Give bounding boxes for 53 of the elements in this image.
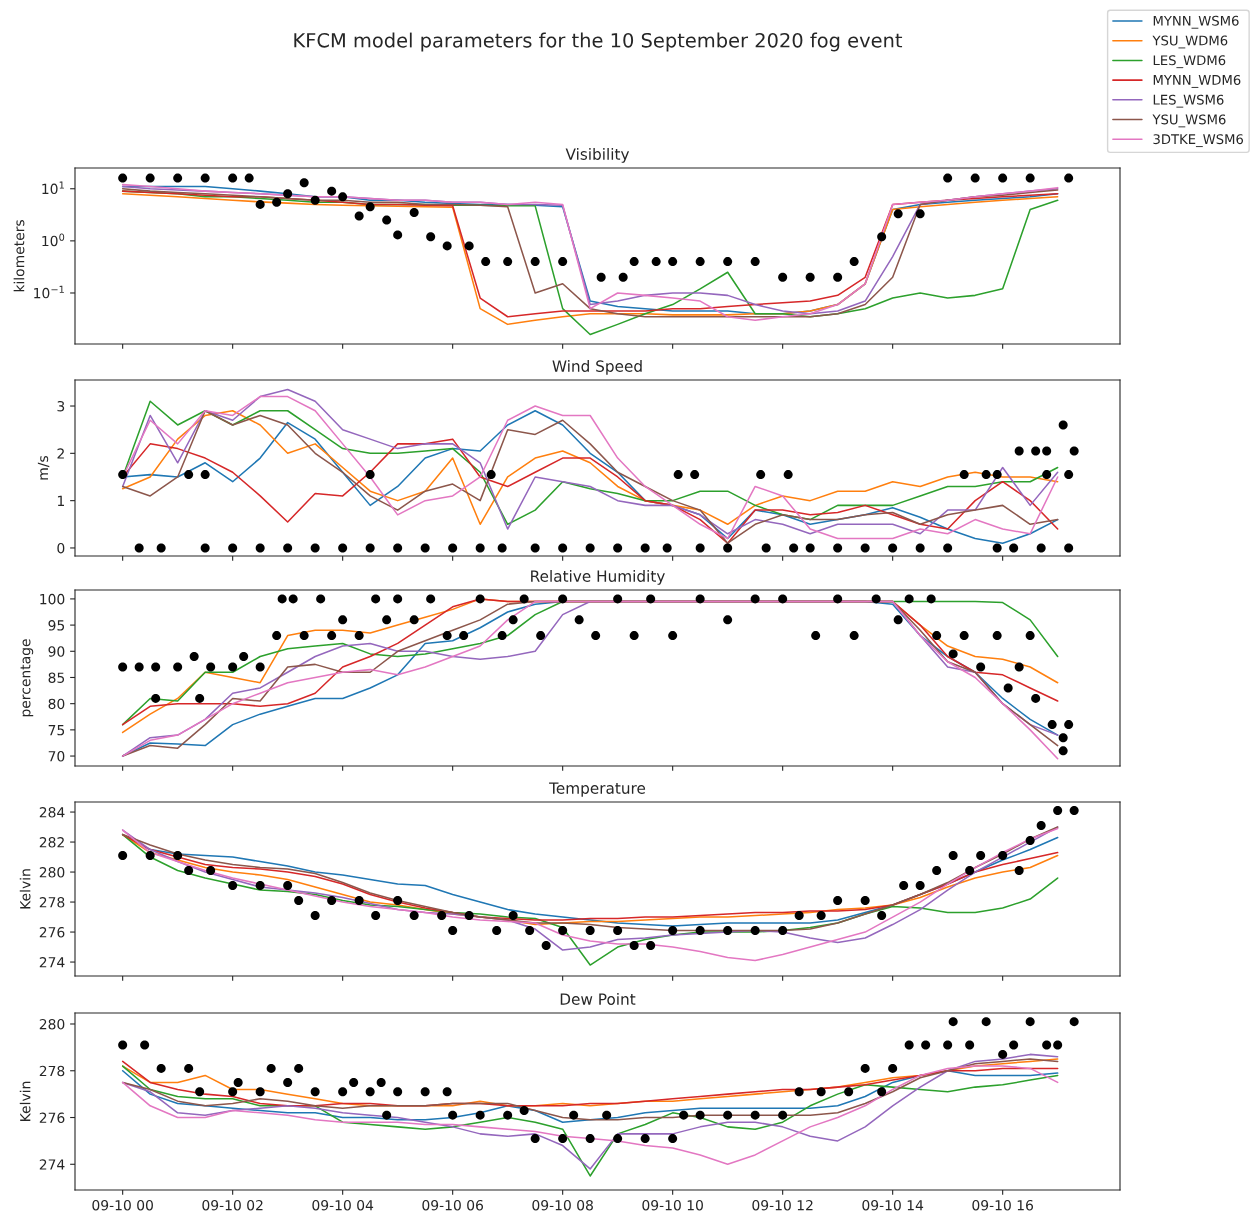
y-tick-label: 276 <box>39 927 65 938</box>
y-tick-label: 10$^{0}$ <box>42 233 65 247</box>
legend-label: YSU_WSM6 <box>1152 114 1226 128</box>
chart-title: Visibility <box>565 148 630 163</box>
y-tick-label: 278 <box>39 897 65 908</box>
y-tick-label: 280 <box>39 867 65 878</box>
y-axis-title: Kelvin <box>19 1081 31 1121</box>
y-tick-label: 278 <box>39 1065 65 1077</box>
x-tick-label: 09-10 08 <box>532 1199 593 1211</box>
y-axis-title: percentage <box>20 639 34 717</box>
x-tick-label: 09-10 02 <box>202 1199 263 1211</box>
y-tick-label: 80 <box>48 698 65 710</box>
chart-title: Temperature <box>549 782 646 797</box>
y-tick-label: 85 <box>48 672 65 683</box>
y-tick-label: 0 <box>57 542 65 554</box>
x-tick-label: 09-10 16 <box>972 1199 1034 1211</box>
x-tick-label: 09-10 12 <box>752 1199 813 1211</box>
y-tick-label: 75 <box>48 725 65 736</box>
legend-label: MYNN_WDM6 <box>1153 74 1241 88</box>
legend-label: 3DTKE_WSM6 <box>1153 134 1244 148</box>
y-tick-label: 284 <box>39 807 65 818</box>
y-tick-label: 10$^{−1}$ <box>34 285 64 299</box>
text: KFCM model parameters for the 10 September 2020 fog event <box>294 32 903 52</box>
y-tick-label: 70 <box>48 751 65 762</box>
y-tick-label: 2 <box>57 448 64 459</box>
y-tick-label: 274 <box>39 1159 65 1170</box>
y-tick-label: 282 <box>39 837 64 848</box>
y-tick-label: 95 <box>48 620 65 631</box>
y-axis-title: kilometers <box>13 220 25 292</box>
legend-label: YSU_WDM6 <box>1152 35 1228 49</box>
x-tick-label: 09-10 14 <box>862 1199 924 1211</box>
y-tick-label: 276 <box>39 1112 65 1123</box>
y-tick-label: 90 <box>48 646 65 657</box>
line-series <box>121 1069 1059 1123</box>
y-tick-label: 280 <box>39 1018 65 1030</box>
y-tick-label: 274 <box>39 957 65 968</box>
x-tick-label: 09-10 06 <box>422 1199 484 1211</box>
x-tick-label: 09-10 04 <box>312 1199 374 1211</box>
y-tick-label: 3 <box>57 400 65 412</box>
legend-label: LES_WSM6 <box>1153 94 1224 108</box>
y-tick-label: 100 <box>40 593 65 605</box>
y-tick-label: 10$^{1}$ <box>42 181 64 195</box>
y-tick-label: 1 <box>57 495 64 506</box>
chart-title: Wind Speed <box>552 360 642 375</box>
y-axis-title: Kelvin <box>19 869 31 909</box>
chart-title: Dew Point <box>560 993 636 1005</box>
line-series <box>121 1058 1059 1121</box>
y-axis-title: m/s <box>37 455 50 480</box>
x-tick-label: 09-10 00 <box>92 1199 153 1211</box>
chart-title: Relative Humidity <box>531 570 665 585</box>
legend-label: LES_WDM6 <box>1153 55 1226 69</box>
legend-label: MYNN_WSM6 <box>1153 15 1239 29</box>
x-tick-label: 09-10 10 <box>642 1199 703 1211</box>
